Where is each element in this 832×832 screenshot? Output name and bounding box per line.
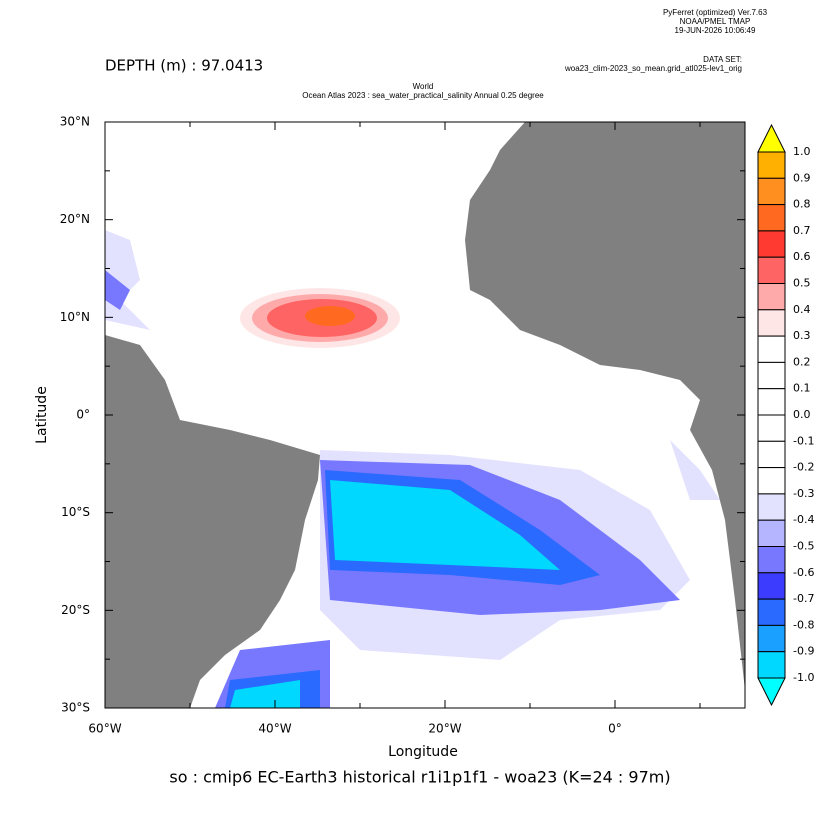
y-tick-label: 30°S — [61, 701, 90, 715]
colorbar-label: 0.1 — [793, 382, 811, 395]
colorbar-label: 0.3 — [793, 329, 811, 342]
shade — [305, 306, 355, 326]
colorbar-label: 0.5 — [793, 277, 811, 290]
colorbar-label: 0.4 — [793, 303, 811, 316]
lab: NOAA/PMEL TMAP — [680, 17, 751, 26]
colorbar-box — [757, 151, 786, 179]
colorbar-label: 0.2 — [793, 355, 811, 368]
colorbar-label: -0.5 — [793, 540, 814, 553]
colorbar-label: -0.1 — [793, 434, 814, 447]
y-tick-label: 10°N — [60, 310, 90, 324]
colorbar-box — [757, 177, 786, 206]
colorbar-box — [757, 467, 786, 495]
colorbar-label: -0.7 — [793, 592, 814, 605]
colorbar-box — [757, 361, 786, 390]
axis-ticks: 60°W 40°W 20°W 0° 30°N 20°N 10°N 0° 10°S 20°S 30°S — [60, 115, 745, 736]
colorbar-box — [757, 598, 786, 626]
colorbar-label: -0.8 — [793, 618, 814, 631]
colorbar-box — [757, 256, 786, 285]
dataset-label: DATA SET: — [703, 55, 742, 64]
y-tick-label: 30°N — [60, 115, 90, 129]
colorbar: 1.0 0.9 0.8 0.7 0.6 0.5 0.4 0.3 0.2 0.1 0.0 -0.1 -0.… — [757, 123, 814, 707]
x-tick-label: 60°W — [88, 722, 121, 736]
depth: DEPTH (m) : 97.0413 — [105, 57, 263, 75]
software: PyFerret (optimized) Ver.7.63 — [663, 8, 768, 17]
colorbar-label: -1.0 — [793, 671, 814, 684]
colorbar-label: -0.3 — [793, 487, 814, 500]
x-tick-label: 20°W — [428, 722, 461, 736]
y-axis-label: Latitude — [34, 386, 50, 444]
colorbar-box — [757, 572, 786, 600]
colorbar-label: -0.2 — [793, 461, 814, 474]
colorbar-box — [757, 388, 786, 416]
title-line-1: World — [413, 82, 434, 91]
y-tick-label: 20°S — [61, 603, 90, 617]
title-line-2: Ocean Atlas 2023 : sea_water_practical_s… — [302, 91, 544, 100]
colorbar-label: -0.6 — [793, 566, 814, 579]
y-tick-label: 10°S — [61, 505, 90, 519]
colorbar-label: 1.0 — [793, 145, 811, 158]
colorbar-label: 0.0 — [793, 408, 811, 421]
shade — [230, 480, 560, 708]
land-africa — [465, 122, 745, 690]
colorbar-label: 0.7 — [793, 224, 811, 237]
colorbar-box — [757, 335, 786, 363]
dataset: woa23_clim-2023_so_mean.grid_atl025-lev1… — [564, 64, 742, 73]
colorbar-box — [757, 440, 786, 469]
colorbar-box — [757, 414, 786, 442]
y-tick-label: 20°N — [60, 212, 90, 226]
colorbar-label: 0.8 — [793, 198, 811, 211]
caption: so : cmip6 EC-Earth3 historical r1i1p1f1… — [169, 768, 670, 787]
y-tick-label: 0° — [76, 408, 90, 422]
x-axis-label: Longitude — [388, 744, 458, 760]
colorbar-label: -0.9 — [793, 645, 814, 658]
timestamp: 19-JUN-2026 10:06:49 — [675, 26, 756, 35]
colorbar-box — [757, 230, 786, 258]
colorbar-over — [757, 123, 786, 153]
colorbar-box — [757, 493, 786, 521]
x-tick-label: 0° — [608, 722, 622, 736]
colorbar-box — [757, 624, 786, 653]
colorbar-box — [757, 283, 786, 311]
colorbar-label: 0.9 — [793, 171, 811, 184]
colorbar-box — [757, 309, 786, 337]
colorbar-box — [757, 519, 786, 548]
colorbar-box — [757, 204, 786, 232]
map — [104, 121, 746, 709]
colorbar-label: 0.6 — [793, 250, 811, 263]
colorbar-label: -0.4 — [793, 513, 814, 526]
x-tick-label: 40°W — [258, 722, 291, 736]
colorbar-box — [757, 546, 786, 574]
colorbar-box — [757, 651, 786, 679]
land-south-america — [105, 335, 320, 708]
colorbar-under — [757, 677, 786, 707]
